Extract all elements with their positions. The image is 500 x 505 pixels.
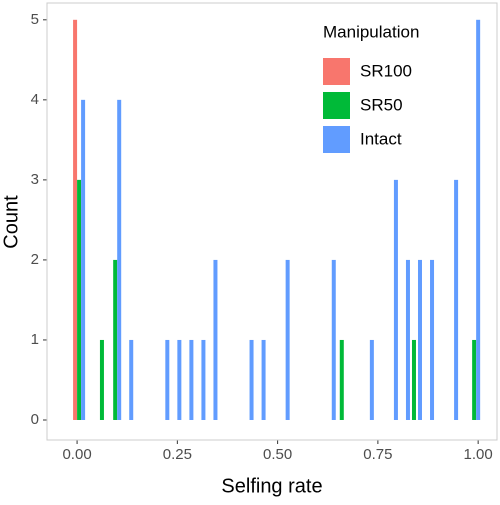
- x-axis-title: Selfing rate: [221, 475, 322, 497]
- bar: [261, 339, 266, 420]
- bar: [201, 339, 206, 420]
- y-tick-label: 5: [31, 11, 39, 28]
- legend-label: SR50: [360, 95, 403, 114]
- bar: [165, 339, 170, 420]
- legend-title: Manipulation: [323, 22, 419, 41]
- x-tick-label: 1.00: [464, 446, 493, 463]
- bar: [73, 19, 78, 420]
- bar: [117, 99, 122, 420]
- bar: [213, 259, 218, 420]
- y-tick-label: 3: [31, 171, 39, 188]
- bar: [129, 339, 134, 420]
- bar: [369, 339, 374, 420]
- bar: [113, 259, 118, 420]
- x-tick-label: 0.75: [363, 446, 392, 463]
- x-tick-label: 0.25: [163, 446, 192, 463]
- bar: [81, 99, 86, 420]
- legend-key: [323, 126, 350, 153]
- x-tick-label: 0.50: [263, 446, 292, 463]
- x-tick-label: 0.00: [62, 446, 91, 463]
- bar: [393, 179, 398, 420]
- bar: [77, 179, 82, 420]
- bar: [405, 259, 410, 420]
- bar: [476, 19, 481, 420]
- legend-label: SR100: [360, 61, 412, 80]
- bar: [417, 259, 422, 420]
- legend-label: Intact: [360, 129, 402, 148]
- y-tick-label: 2: [31, 251, 39, 268]
- bar: [331, 259, 336, 420]
- bar: [430, 259, 435, 420]
- bar: [454, 179, 459, 420]
- bar: [472, 339, 477, 420]
- legend-key: [323, 58, 350, 85]
- y-axis-title: Count: [0, 195, 22, 249]
- y-tick-label: 1: [31, 331, 39, 348]
- bar: [177, 339, 182, 420]
- bar: [339, 339, 344, 420]
- legend-key: [323, 92, 350, 119]
- bar: [99, 339, 104, 420]
- bar: [249, 339, 254, 420]
- bar: [189, 339, 194, 420]
- bar: [411, 339, 416, 420]
- bar: [285, 259, 290, 420]
- panel-border: [46, 2, 498, 441]
- y-tick-label: 4: [31, 91, 39, 108]
- y-tick-label: 0: [31, 411, 39, 428]
